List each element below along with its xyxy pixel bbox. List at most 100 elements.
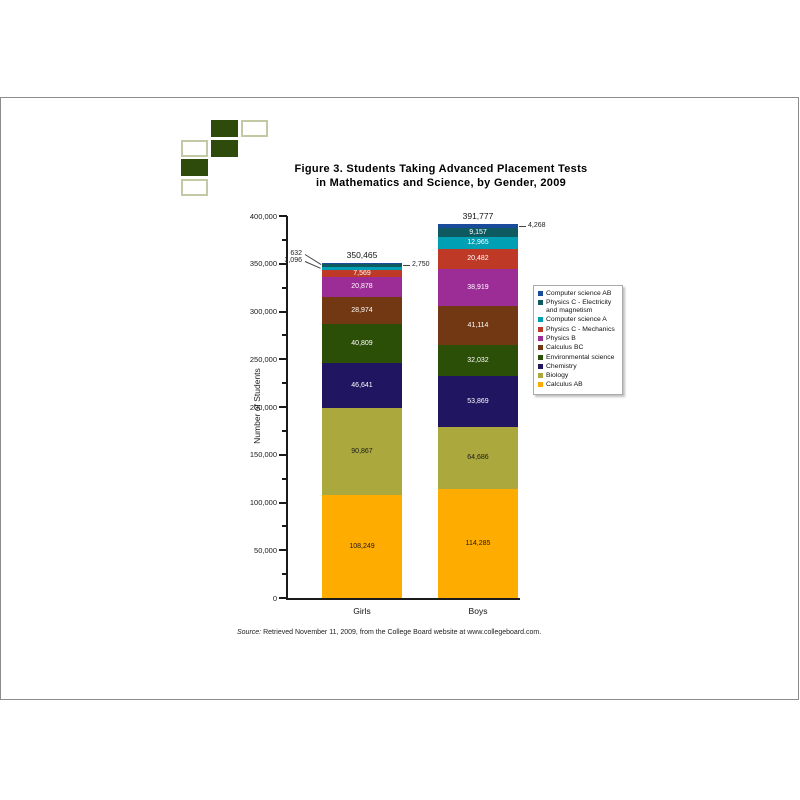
- segment-calculus-bc: [322, 296, 402, 325]
- callout-line-computer-science-ab: [519, 225, 526, 227]
- x-category-label-boys: Boys: [468, 606, 488, 616]
- legend-label-computer-science-ab: Computer science AB: [546, 290, 612, 297]
- bar-boys: 114,285 64,686 53,869 32,032 41,114 38,919 20,…: [438, 216, 518, 598]
- legend-swatch-biology: [538, 373, 543, 379]
- segment-label-chemistry: 46,641: [351, 382, 373, 390]
- segment-label-chemistry: 53,869: [467, 397, 489, 405]
- segment-label-computer-science-a: 12,965: [467, 239, 489, 247]
- legend-label-chemistry: Chemistry: [546, 362, 577, 370]
- segment-physics-b: [438, 268, 518, 306]
- segment-biology: [322, 407, 402, 495]
- segment-label-calculus-bc: 41,114: [467, 321, 489, 329]
- source-prefix: Source:: [237, 629, 262, 636]
- segment-label-environmental-science: 32,032: [467, 356, 489, 364]
- legend-label-biology: Biology: [546, 372, 569, 380]
- segment-physics-c-electricity-and-magnetism: [322, 263, 402, 267]
- segment-physics-c-electricity-and-magnetism: [438, 227, 518, 237]
- x-category-label-girls: Girls: [353, 606, 371, 616]
- legend-item-calculus-bc: Calculus BC: [538, 344, 619, 352]
- legend-item-calculus-ab: Calculus AB: [538, 381, 619, 389]
- segment-computer-science-ab: [438, 223, 518, 228]
- segment-calculus-ab: [438, 488, 518, 598]
- legend-item-physics-b: Physics B: [538, 335, 619, 343]
- y-tick-label: 400,000: [249, 211, 277, 221]
- legend-swatch-physics-b: [538, 335, 543, 341]
- segment-label-biology: 90,867: [351, 447, 373, 455]
- y-tick-minor: [282, 429, 287, 432]
- segment-label-calculus-ab: 108,249: [349, 542, 375, 550]
- bar-total-boys: 391,777: [462, 210, 494, 221]
- legend-swatch-environmental-science: [538, 354, 543, 360]
- segment-label-environmental-science: 40,809: [351, 340, 373, 348]
- segment-label-calculus-ab: 114,285: [465, 539, 491, 547]
- segment-environmental-science: [438, 345, 518, 376]
- legend-swatch-chemistry: [538, 363, 543, 369]
- legend-label-physics-b: Physics B: [546, 334, 576, 342]
- y-tick-minor: [282, 382, 287, 385]
- y-tick-minor: [282, 525, 287, 528]
- legend-label-computer-science-a: Computer science A: [546, 316, 607, 324]
- segment-chemistry: [322, 363, 402, 408]
- segment-calculus-ab: [322, 494, 402, 598]
- source-text: Retrieved November 11, 2009, from the Co…: [261, 629, 542, 636]
- segment-label-calculus-bc: 28,974: [351, 307, 373, 314]
- legend-swatch-physics-c-electricity-and-magnetism: [538, 300, 543, 306]
- y-tick-minor: [282, 238, 287, 241]
- legend-label-environmental-science: Environmental science: [546, 353, 615, 361]
- segment-biology: [438, 427, 518, 489]
- y-tick-label: 200,000: [249, 402, 277, 412]
- logo-cell-filled: [181, 159, 208, 176]
- legend-item-chemistry: Chemistry: [538, 363, 619, 371]
- y-tick-major: [279, 597, 287, 599]
- chart-title: Figure 3. Students Taking Advanced Place…: [240, 163, 642, 190]
- legend-swatch-calculus-bc: [538, 345, 543, 351]
- legend-label-physics-c-mechanics: Physics C - Mechanics: [546, 325, 615, 333]
- segment-calculus-bc: [438, 305, 518, 346]
- y-tick-label: 100,000: [249, 498, 277, 507]
- y-tick-major: [279, 549, 287, 552]
- y-tick-minor: [282, 573, 287, 576]
- segment-label-physics-b: 38,919: [467, 283, 489, 291]
- bar-girls: 108,249 90,867 46,641 40,809 28,974 20,878 7,5…: [322, 216, 402, 598]
- legend-item-computer-science-a: Computer science A: [538, 316, 619, 324]
- y-tick-label: 50,000: [254, 545, 277, 555]
- legend-item-computer-science-ab: Computer science AB: [538, 290, 619, 298]
- y-tick-major: [279, 406, 287, 408]
- logo-cell-filled: [211, 140, 238, 157]
- segment-computer-science-a: [438, 236, 518, 250]
- y-tick-label: 250,000: [249, 354, 277, 364]
- y-tick-label: 350,000: [249, 259, 277, 269]
- segment-physics-b: [322, 276, 402, 297]
- callout-label-physics-c-electricity-and-magnetism: 2,750: [412, 261, 430, 269]
- legend-label-physics-c-electricity-and-magnetism: Physics C - Electricity and magnetism: [546, 299, 612, 315]
- segment-physics-c-mechanics: [438, 249, 518, 269]
- segment-label-biology: 64,686: [467, 454, 489, 462]
- legend-item-physics-c-electricity-and-magnetism: Physics C - Electricity and magnetism: [538, 299, 619, 315]
- logo-cell-outline: [181, 140, 208, 157]
- y-tick-major: [279, 501, 287, 504]
- segment-computer-science-ab: [322, 263, 402, 264]
- y-tick-label: 300,000: [249, 307, 277, 316]
- legend-swatch-computer-science-a: [538, 317, 543, 323]
- y-axis-line: [286, 216, 288, 600]
- chart-title-line1: Figure 3. Students Taking Advanced Place…: [294, 163, 588, 175]
- legend-swatch-calculus-ab: [538, 382, 543, 388]
- legend-item-environmental-science: Environmental science: [538, 354, 619, 362]
- legend: Computer science AB Physics C - Electrici…: [533, 285, 623, 395]
- plot-area: 0 50,000 100,000 150,000 200,000 250,000 300,0…: [250, 211, 546, 616]
- y-tick-minor: [282, 334, 287, 337]
- logo-cell-outline: [181, 179, 208, 196]
- y-tick-minor: [282, 286, 287, 289]
- segment-physics-c-mechanics: [322, 269, 402, 277]
- segment-chemistry: [438, 375, 518, 428]
- logo-cell-filled: [211, 120, 238, 137]
- segment-label-physics-c-mechanics: 7,569: [353, 269, 371, 277]
- callout-label-computer-science-a: 3,096: [284, 257, 302, 264]
- segment-environmental-science: [322, 324, 402, 364]
- segment-computer-science-a: [322, 266, 402, 270]
- source-note: Source: Retrieved November 11, 2009, fro…: [237, 629, 541, 636]
- x-axis-line: [286, 598, 520, 600]
- bar-total-girls: 350,465: [346, 250, 378, 261]
- segment-label-physics-c-electricity-and-magnetism: 9,157: [469, 228, 487, 236]
